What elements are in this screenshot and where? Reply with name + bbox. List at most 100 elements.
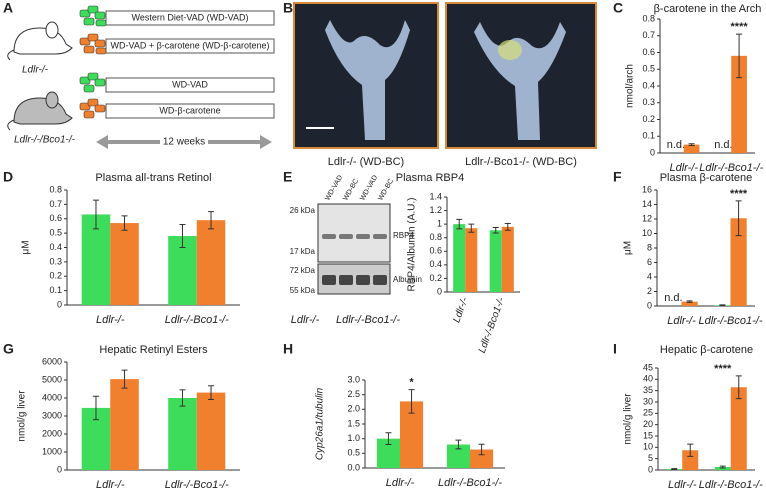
panel-letter: I	[613, 341, 617, 357]
y-tick-label: 0.2	[642, 114, 655, 124]
chart-title: Plasma all-trans Retinol	[95, 172, 211, 184]
x-tick-label: Ldlr-/-Bco1-/-	[438, 477, 502, 489]
x-tick-label: Ldlr-/-Bco1-/-	[165, 479, 229, 491]
bar	[453, 224, 466, 292]
marker-label: 26 kDa	[290, 206, 316, 215]
annotation: n.d.	[714, 139, 732, 151]
bar	[168, 398, 197, 470]
y-tick-label: 0.5	[49, 228, 62, 238]
pellets	[79, 5, 107, 119]
y-tick-label: 16	[642, 184, 652, 194]
annotation: ****	[714, 363, 732, 375]
y-tick-label: 8	[647, 242, 652, 252]
y-tick-label: 1.5	[347, 418, 360, 428]
y-tick-label: 0.2	[49, 271, 62, 281]
y-tick-label: 5	[648, 453, 653, 463]
y-tick-label: 1	[437, 219, 442, 229]
error-bar	[504, 222, 511, 231]
y-tick-label: 0.3	[49, 256, 62, 266]
chart-title: β-carotene in the Arch	[654, 3, 762, 15]
error-bar	[686, 300, 693, 303]
y-tick-label: 0	[57, 299, 62, 309]
panel-letter: F	[613, 169, 622, 185]
y-tick-label: 0	[650, 147, 655, 157]
annotation: ****	[731, 21, 749, 33]
y-tick-label: 0.8	[429, 232, 442, 242]
y-tick-label: 6	[647, 257, 652, 267]
y-tick-label: 10	[642, 228, 652, 238]
lane-label: WD-BC	[377, 178, 395, 202]
y-axis-label: μM	[21, 240, 32, 254]
photo-caption: Ldlr-/-Bco1-/- (WD-BC)	[465, 156, 577, 168]
x-tick-label: Ldlr-/-	[96, 479, 125, 491]
annotation: n.d.	[664, 292, 682, 304]
y-tick-label: 0.5	[642, 64, 655, 74]
bar	[730, 218, 747, 306]
y-tick-label: 0.7	[49, 199, 62, 209]
error-bar	[687, 443, 694, 457]
error-bar	[736, 33, 743, 79]
y-tick-label: 6000	[42, 356, 62, 366]
y-tick-label: 2	[647, 286, 652, 296]
y-tick-label: 0.1	[49, 285, 62, 295]
marker-label: 72 kDa	[290, 266, 316, 275]
y-tick-label: 0	[437, 286, 442, 296]
y-axis-label: μM	[623, 241, 634, 255]
error-bar	[121, 215, 128, 231]
bar	[714, 467, 731, 470]
error-bar	[719, 304, 726, 307]
bar	[501, 226, 514, 292]
x-tick-label: Ldlr-/-	[668, 479, 697, 491]
bar	[683, 144, 700, 153]
x-tick-label: Ldlr-/-	[96, 314, 125, 326]
panel-letter: A	[3, 0, 13, 16]
y-tick-label: 0	[648, 464, 653, 474]
y-tick-label: 35	[643, 385, 653, 395]
y-tick-label: 2.5	[347, 389, 360, 399]
error-bar	[208, 385, 215, 400]
y-tick-label: 45	[643, 362, 653, 372]
group-label: Ldlr-/-Bco1-/-	[336, 314, 400, 326]
error-bar	[455, 439, 462, 450]
photo	[293, 2, 439, 149]
error-bar	[92, 199, 99, 230]
error-bar	[121, 369, 128, 389]
x-tick-label: Ldlr-/-Bco1-/-	[699, 315, 763, 327]
error-bar	[92, 395, 99, 421]
y-tick-label: 0.8	[49, 184, 62, 194]
x-tick-label: Ldlr-/-Bco1-/-	[165, 314, 229, 326]
y-tick-label: 3000	[42, 410, 62, 420]
y-tick-label: 0.4	[642, 80, 655, 90]
y-tick-label: 4	[647, 271, 652, 281]
y-tick-label: 25	[643, 408, 653, 418]
panel-letter: G	[3, 341, 14, 357]
bar	[110, 379, 139, 470]
y-tick-label: 15	[643, 430, 653, 440]
panel-letter: D	[3, 169, 13, 185]
chart-title: Hepatic β-carotene	[660, 344, 753, 356]
x-tick-label: Ldlr-/-	[667, 315, 696, 327]
bar	[446, 444, 470, 468]
annotation: ****	[730, 188, 748, 200]
chart-title: Plasma β-carotene	[660, 172, 753, 184]
bar	[731, 55, 747, 153]
x-tick-label: Ldlr-/-	[451, 296, 470, 325]
y-tick-label: 0.3	[642, 97, 655, 107]
y-tick-label: 0.4	[429, 259, 442, 269]
bar	[681, 301, 698, 306]
bar	[196, 392, 226, 470]
diet-label: WD-VAD + β-carotene (WD-β-carotene)	[111, 40, 270, 50]
x-tick-label: Ldlr-/-Bco1-/-	[699, 162, 763, 174]
panel-letter: B	[283, 0, 293, 16]
error-bar	[179, 224, 186, 248]
bar	[682, 450, 699, 470]
y-tick-label: 10	[643, 442, 653, 452]
y-tick-label: 0.5	[347, 448, 360, 458]
x-tick-label: Ldlr-/-	[669, 162, 698, 174]
bar	[470, 449, 494, 468]
label-bg	[160, 135, 208, 149]
chart-title: Hepatic Retinyl Esters	[99, 344, 208, 356]
bar	[465, 228, 478, 292]
